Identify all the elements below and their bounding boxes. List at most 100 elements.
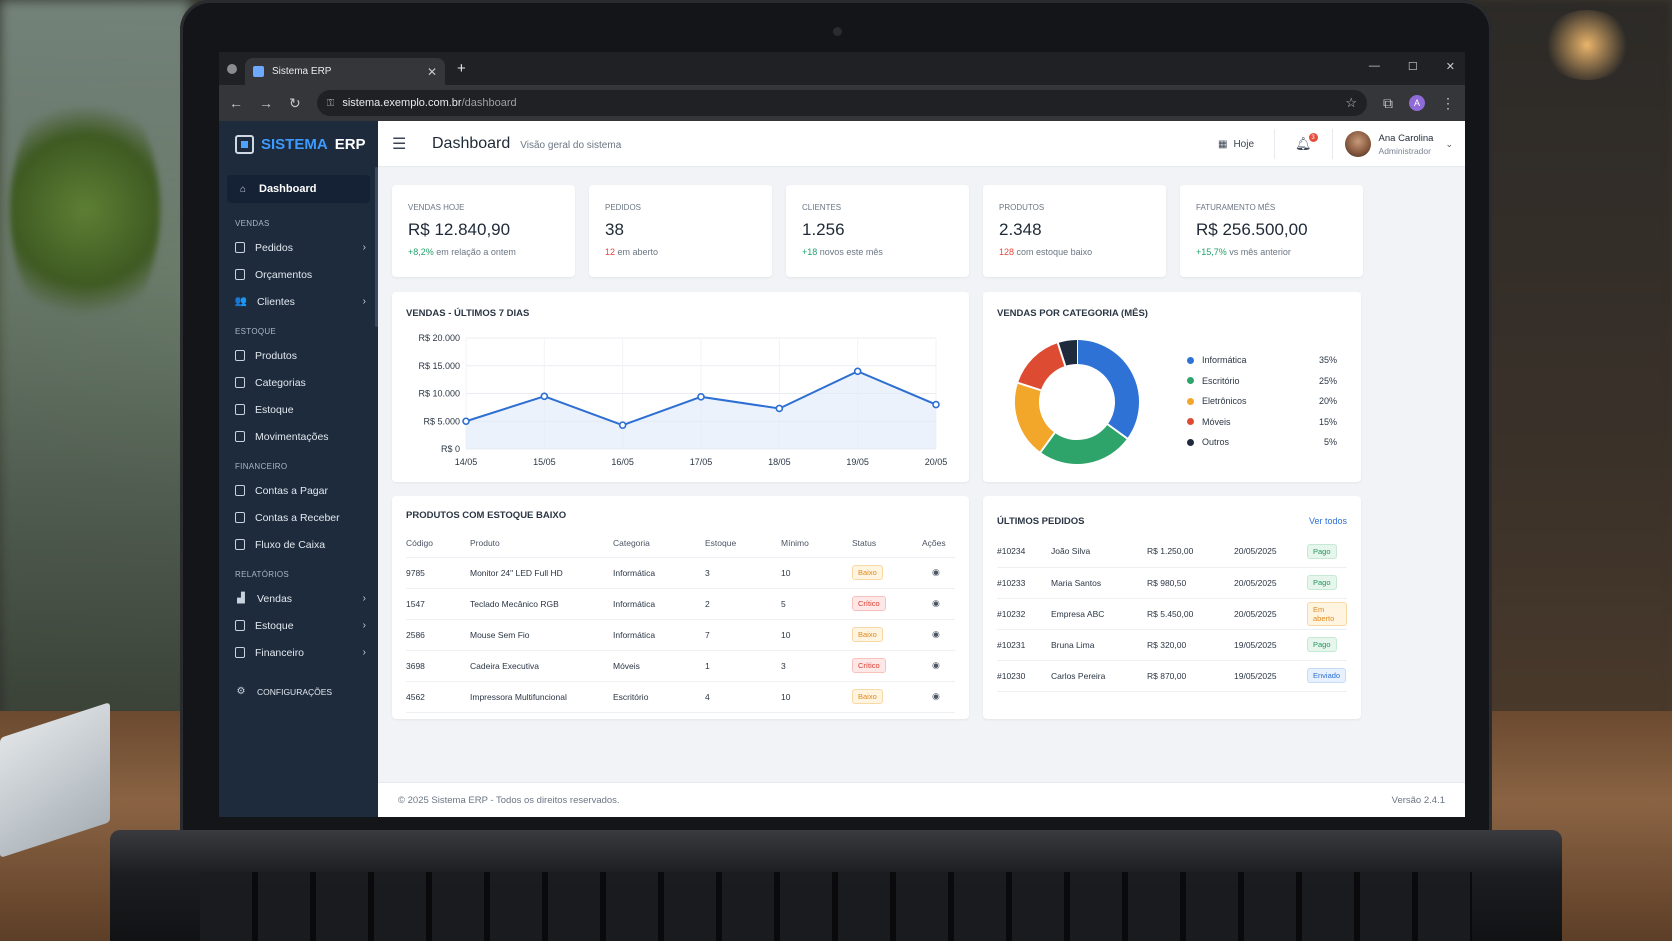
sidebar-item-categorias[interactable]: Categorias (219, 369, 378, 396)
tab-close-icon[interactable]: ✕ (426, 64, 437, 79)
sidebar-item-pedidos[interactable]: Pedidos › (219, 234, 378, 261)
extensions-icon[interactable]: ⧉ (1383, 94, 1393, 111)
top-header: ☰ Dashboard Visão geral do sistema ▦ Hoj… (378, 121, 1465, 167)
user-name: Ana Carolina (1378, 132, 1434, 144)
table-row: 1547 Teclado Mecânico RGB Informática 2 … (406, 588, 955, 620)
sidebar-item-rel-estoque[interactable]: Estoque › (219, 612, 378, 639)
view-all-link[interactable]: Ver todos (1308, 516, 1347, 526)
sidebar-scrollbar[interactable] (375, 167, 378, 327)
browser-toolbar: ← → ↻ ⚿ sistema.exemplo.com.br/dashboard… (219, 85, 1465, 121)
bill-icon (235, 512, 245, 523)
new-tab-icon[interactable]: + (457, 60, 466, 77)
panel-title: ÚLTIMOS PEDIDOS (997, 515, 1085, 527)
sidebar-item-fluxo-caixa[interactable]: Fluxo de Caixa (219, 531, 378, 558)
kpi-label: PRODUTOS (999, 203, 1045, 212)
today-button[interactable]: ▦ Hoje (1218, 129, 1276, 159)
sidebar-item-orcamentos[interactable]: Orçamentos (219, 261, 378, 288)
sidebar-item-produtos[interactable]: Produtos (219, 342, 378, 369)
cell-actions: ◉ (922, 588, 955, 620)
back-icon[interactable]: ← (229, 95, 243, 111)
address-bar[interactable]: ⚿ sistema.exemplo.com.br/dashboard ☆ (316, 90, 1367, 116)
minimize-icon[interactable]: — (1368, 60, 1380, 72)
sidebar-item-label: Fluxo de Caixa (255, 538, 326, 551)
cell-status: Baixo (852, 681, 922, 713)
data-point (540, 392, 549, 401)
cell-date: 20/05/2025 (1234, 598, 1307, 630)
browser-tab[interactable]: Sistema ERP ✕ (245, 58, 445, 85)
sidebar-item-label: Movimentações (255, 430, 329, 443)
user-menu[interactable]: Ana Carolina Administrador ⌄ (1333, 131, 1453, 157)
report-icon (235, 620, 245, 631)
legend-swatch (1187, 377, 1194, 385)
notifications-button[interactable]: 🔔︎ 3 (1275, 129, 1333, 159)
column-header: Ações (922, 529, 955, 558)
cell-code: 1547 (406, 588, 470, 620)
notification-badge: 3 (1308, 133, 1318, 142)
footer-version: Versão 2.4.1 (1391, 794, 1445, 806)
table-row[interactable]: #10230 Carlos Pereira R$ 870,00 19/05/20… (997, 660, 1347, 692)
sidebar-item-rel-vendas[interactable]: ▟ Vendas › (219, 585, 378, 612)
tab-title: Sistema ERP (272, 66, 332, 77)
sidebar-item-clientes[interactable]: 👥 Clientes › (219, 288, 378, 315)
legend-value: 15% (1318, 416, 1337, 427)
slice-separator (1106, 422, 1129, 440)
column-header: Status (852, 529, 922, 558)
sidebar-item-contas-receber[interactable]: Contas a Receber (219, 504, 378, 531)
legend-swatch (1187, 397, 1194, 405)
view-eye-icon[interactable]: ◉ (932, 691, 940, 701)
sales-line-chart: R$ 0 R$ 5.000 R$ 10.000 R$ 15.000 R$ 20.000 1… (418, 333, 947, 467)
document-icon (235, 269, 245, 280)
kpi-note-text: com estoque baixo (1016, 247, 1093, 257)
home-icon: ⌂ (239, 183, 247, 195)
view-eye-icon[interactable]: ◉ (932, 598, 940, 608)
cash-icon (235, 539, 245, 550)
view-eye-icon[interactable]: ◉ (932, 629, 940, 639)
cell-date: 19/05/2025 (1234, 629, 1307, 661)
kpi-note: +18 novos este mês (802, 247, 953, 257)
reload-icon[interactable]: ↻ (289, 94, 301, 111)
cell-status: Enviado (1307, 660, 1347, 692)
sidebar-item-dashboard[interactable]: ⌂ Dashboard (227, 175, 370, 203)
table-row[interactable]: #10233 Maria Santos R$ 980,50 20/05/2025… (997, 567, 1347, 599)
slice-separator (1016, 381, 1043, 392)
cell-date: 20/05/2025 (1234, 567, 1307, 599)
browser-menu-icon[interactable]: ⋮ (1441, 94, 1455, 111)
sidebar-item-label: Vendas (257, 592, 293, 605)
cell-category: Informática (613, 619, 705, 651)
profile-avatar[interactable]: A (1409, 95, 1425, 111)
view-eye-icon[interactable]: ◉ (932, 660, 940, 670)
archive-icon (235, 404, 245, 415)
table-row[interactable]: #10234 João Silva R$ 1.250,00 20/05/2025… (997, 536, 1347, 568)
site-info-icon[interactable]: ⚿ (326, 97, 335, 109)
cell-status: Pago (1307, 629, 1347, 661)
low-stock-panel: PRODUTOS COM ESTOQUE BAIXO Código Produt… (392, 496, 969, 719)
bookmark-star-icon[interactable]: ☆ (1345, 95, 1357, 110)
maximize-icon[interactable]: ☐ (1407, 61, 1418, 73)
donut-slice (1018, 343, 1066, 391)
sidebar-item-rel-financeiro[interactable]: Financeiro › (219, 639, 378, 666)
cell-order-id: #10234 (997, 536, 1051, 568)
table-row[interactable]: #10232 Empresa ABC R$ 5.450,00 20/05/202… (997, 598, 1347, 630)
close-window-icon[interactable]: ✕ (1445, 61, 1455, 73)
column-header: Mínimo (781, 529, 852, 558)
sidebar-item-estoque[interactable]: Estoque (219, 396, 378, 423)
x-tick-label: 14/05 (455, 457, 478, 467)
report-icon (235, 647, 245, 658)
background-plant (10, 80, 160, 340)
view-eye-icon[interactable]: ◉ (932, 567, 940, 577)
forward-icon[interactable]: → (259, 95, 273, 111)
y-tick-label: R$ 5.000 (423, 416, 460, 426)
sales-chart-panel: VENDAS - ÚLTIMOS 7 DIAS R$ 0 R$ 5.000 R$ 1… (392, 292, 969, 482)
cell-status: Crítico (852, 650, 922, 682)
sidebar-item-configuracoes[interactable]: ⚙ CONFIGURAÇÕES (219, 678, 378, 705)
menu-toggle-icon[interactable]: ☰ (392, 135, 407, 153)
sidebar-item-contas-pagar[interactable]: Contas a Pagar (219, 477, 378, 504)
kpi-label: PEDIDOS (605, 203, 642, 212)
sidebar-item-movimentacoes[interactable]: Movimentações (219, 423, 378, 450)
x-tick-label: 16/05 (611, 457, 634, 467)
window-controls: — ☐ ✕ (1369, 60, 1455, 73)
legend-item: Móveis 15% (1187, 412, 1337, 433)
table-row[interactable]: #10231 Bruna Lima R$ 320,00 19/05/2025 P… (997, 629, 1347, 661)
kpi-value: R$ 12.840,90 (408, 220, 511, 239)
brand-logo[interactable]: SISTEMA ERP (219, 121, 378, 167)
